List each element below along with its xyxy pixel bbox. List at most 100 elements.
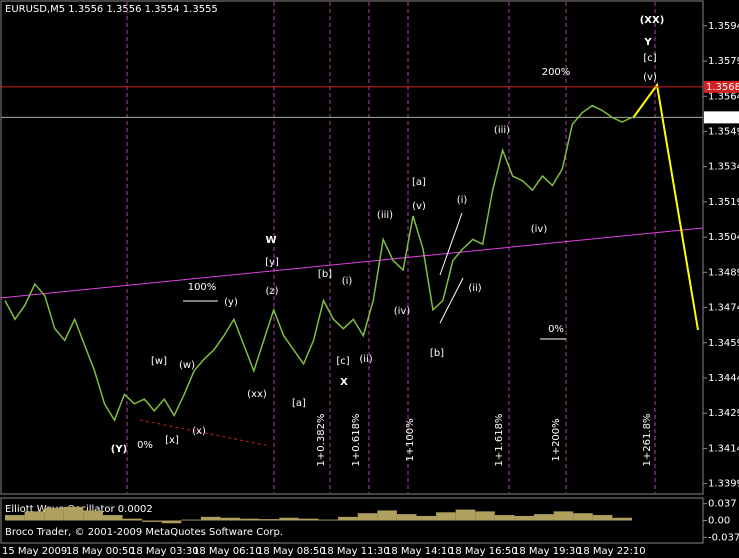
oscillator-bar [534,514,554,521]
wave-label: Y [643,37,652,48]
y-tick-label: 1.3474 [708,303,739,314]
wave-label: (xx) [247,389,267,400]
wave-label: (z) [265,286,278,297]
oscillator-bar [122,518,143,521]
wave-label: [b] [318,269,332,280]
wave-label: (ii) [468,283,481,294]
wave-label: W [265,235,276,246]
projection-line [632,82,699,331]
y-tick-label: 1.3429 [708,408,739,419]
y-tick-label: 1.3519 [708,197,739,208]
y-tick-label: 1.3399 [708,479,739,490]
trend-line [0,227,704,299]
main-frame [0,0,704,495]
oscillator-bar [436,512,456,521]
fib-label: 1+100% [405,418,416,461]
wave-label: (w) [179,360,195,371]
oscillator-bar [612,517,632,521]
oscillator-bar [298,518,319,521]
wave-label: (Y) [111,444,127,455]
oscillator-bar [318,519,339,521]
oscillator-bar [279,517,299,521]
oscillator-bar [475,511,495,521]
x-tick-label: 18 May 22:10 [577,546,646,557]
osc-tick-label: 0.00 [708,516,730,527]
x-tick-label: 18 May 16:50 [449,546,518,557]
wave-label: (iii) [494,125,510,136]
oscillator-bar [83,510,103,521]
wave-label: (x) [192,426,206,437]
bid-label-bg [704,111,739,124]
y-tick-label: 1.3594 [708,21,739,32]
wave-label: (iii) [377,210,393,221]
oscillator-bar [338,516,358,521]
wave-label: 0% [137,440,153,451]
oscillator-bar [416,515,437,521]
wave-label: 200% [542,67,571,78]
oscillator-bar [24,511,45,521]
fib-label: 1+261.8% [642,414,653,467]
wave-label: (i) [342,276,353,287]
wave-label: X [340,377,348,388]
oscillator-bar [102,515,123,521]
wave-label: (XX) [640,15,665,26]
x-tick-label: 18 May 00:50 [66,546,135,557]
oscillator-bar [514,515,535,521]
x-tick-label: 18 May 11:30 [321,546,390,557]
y-tick-label: 1.3459 [708,338,739,349]
wave-label: 100% [188,282,217,293]
y-tick-label: 1.3414 [708,443,739,454]
oscillator-bar [259,519,280,521]
wave-label: [w] [151,356,167,367]
oscillator-bar [63,506,84,521]
wave-label: [y] [265,257,279,268]
oscillator-bar [396,514,417,521]
wave-label: (ii) [359,354,372,365]
channel-line [439,277,464,324]
x-tick-label: 18 May 03:30 [130,546,199,557]
bid-label: 1.3555 [706,112,739,123]
wave-label: (v) [412,201,426,212]
y-tick-label: 1.3534 [708,162,739,173]
oscillator-bar [455,509,476,521]
oscillator-bar [161,520,182,524]
fib-label: 1+1.618% [494,414,505,467]
oscillator-bar [240,518,260,521]
wave-label: [a] [292,398,306,409]
price-line [4,104,633,422]
wave-label: (iv) [394,306,411,317]
wave-label: (y) [224,297,238,308]
wave-label: [b] [430,348,444,359]
channel-line [439,212,463,276]
fib-label: 1+0.618% [351,414,362,467]
oscillator-bar [573,513,593,521]
osc-tick-label: -0.037 [708,532,739,543]
y-tick-label: 1.3579 [708,56,739,67]
oscillator-bar [553,511,574,521]
wave-label: [x] [165,435,179,446]
oscillator-bar [181,519,201,521]
x-tick-label: 15 May 2009 [2,546,67,557]
wave-label: 0% [548,324,564,335]
y-tick-label: 1.3444 [708,373,739,384]
wave-label: [a] [412,177,426,188]
fib-label: 1+0.382% [316,414,327,467]
oscillator-bar [142,520,162,522]
oscillator-bar [377,510,397,521]
osc-tick-label: 0.037 [708,499,737,510]
y-tick-label: 1.3549 [708,126,739,137]
wave-label: (i) [457,195,468,206]
chart-title: EURUSD,M5 1.3556 1.3556 1.3554 1.3555 [5,4,218,15]
x-tick-label: 18 May 08:50 [257,546,326,557]
oscillator-bar [592,515,613,521]
oscillator-bar [357,513,378,521]
level-label-bg [704,80,739,93]
level-label: 1.3568 [706,82,739,93]
x-tick-label: 18 May 19:30 [513,546,582,557]
oscillator-bar [200,516,221,521]
oscillator-bar [494,515,515,521]
y-tick-label: 1.3564 [708,91,739,102]
x-tick-label: 18 May 06:10 [193,546,262,557]
